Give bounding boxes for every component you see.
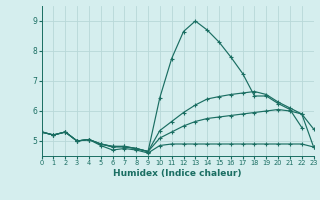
X-axis label: Humidex (Indice chaleur): Humidex (Indice chaleur) — [113, 169, 242, 178]
